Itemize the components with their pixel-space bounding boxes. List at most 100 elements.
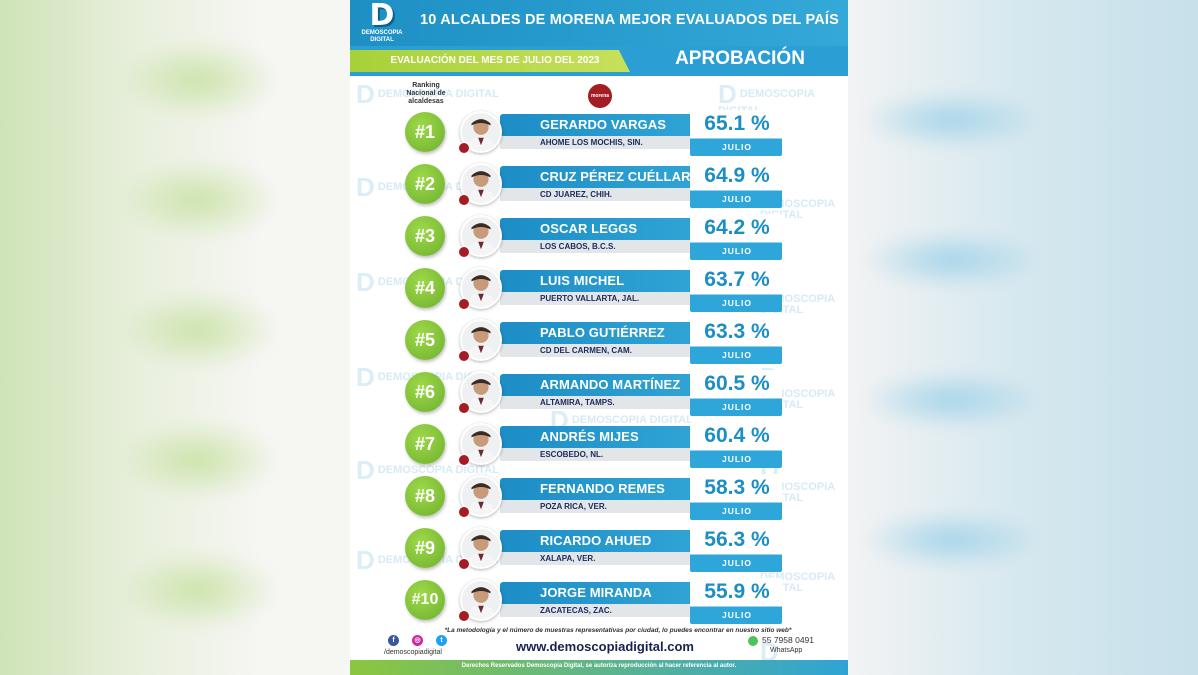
- header-bar: [350, 0, 848, 46]
- month-label: JULIO: [721, 142, 753, 152]
- percentage-box: [690, 110, 782, 156]
- poster: D DEMOSCOPIA DIGITAL 10 ALCALDES DE MORE…: [350, 0, 848, 675]
- mayor-city: LOS CABOS, B.C.S.: [540, 242, 616, 251]
- percentage-box: [690, 162, 782, 208]
- demoscopia-logo: D DEMOSCOPIA DIGITAL: [354, 0, 410, 46]
- methodology-note: *La metodología y el número de muestras …: [444, 627, 792, 634]
- city-bar: [500, 552, 690, 565]
- mayor-name: RICARDO AHUED: [540, 533, 652, 548]
- rank-badge: #10: [405, 580, 445, 620]
- mayor-photo: [460, 215, 502, 257]
- percentage-box: [690, 474, 782, 520]
- month-label: JULIO: [721, 558, 753, 568]
- month-label: JULIO: [721, 506, 753, 516]
- morena-badge-icon: [458, 142, 470, 154]
- city-bar: [500, 292, 690, 305]
- mayor-city: ESCOBEDO, NL.: [540, 450, 604, 459]
- ranking-row: #1 GERARDO VARGAS AHOME LOS MOCHIS, SIN. 65…: [350, 110, 848, 156]
- whatsapp-contact[interactable]: 55 7958 0491 WhatsApp: [748, 635, 838, 654]
- mayor-city: PUERTO VALLARTA, JAL.: [540, 294, 640, 303]
- section-title: APROBACIÓN: [675, 48, 805, 69]
- mayor-city: CD JUAREZ, CHIH.: [540, 190, 613, 199]
- month-label: JULIO: [721, 454, 753, 464]
- city-bar: [500, 500, 690, 513]
- whatsapp-label: WhatsApp: [770, 647, 803, 654]
- watermark: D DEMOSCOPIA DIGITAL: [356, 79, 499, 109]
- ranking-row: #2 CRUZ PÉREZ CUÉLLAR CD JUAREZ, CHIH. 64.9…: [350, 162, 848, 208]
- mayor-city: AHOME LOS MOCHIS, SIN.: [540, 138, 643, 147]
- mayor-name: CRUZ PÉREZ CUÉLLAR: [540, 169, 691, 184]
- approval-percentage: 60.4 %: [704, 424, 770, 447]
- ranking-row: #5 PABLO GUTIÉRREZ CD DEL CARMEN, CAM. 63.3…: [350, 318, 848, 364]
- city-bar: [500, 396, 690, 409]
- morena-badge-icon: [458, 246, 470, 258]
- approval-percentage: 56.3 %: [704, 528, 770, 551]
- approval-percentage: 63.7 %: [704, 268, 770, 291]
- whatsapp-icon: [748, 635, 758, 646]
- month-label: JULIO: [721, 246, 753, 256]
- logo-letter: D: [369, 0, 395, 33]
- month-label: JULIO: [721, 298, 753, 308]
- morena-badge-icon: [458, 610, 470, 622]
- month-label: JULIO: [721, 194, 753, 204]
- morena-badge-icon: [458, 402, 470, 414]
- approval-percentage: 60.5 %: [704, 372, 770, 395]
- percentage-box: [690, 578, 782, 624]
- poster-title: 10 ALCALDES DE MORENA MEJOR EVALUADOS DE…: [420, 12, 840, 28]
- percentage-box: [690, 266, 782, 312]
- website-link[interactable]: www.demoscopiadigital.com: [516, 639, 694, 654]
- footer-bar: [350, 660, 848, 675]
- mayor-name: GERARDO VARGAS: [540, 117, 667, 132]
- approval-percentage: 58.3 %: [704, 476, 770, 499]
- ranking-row: #8 FERNANDO REMES POZA RICA, VER. 58.3 % JUL…: [350, 474, 848, 520]
- morena-badge-icon: [458, 558, 470, 570]
- month-label: JULIO: [721, 402, 753, 412]
- phone-number: 55 7958 0491: [762, 635, 814, 645]
- month-label: JULIO: [721, 350, 753, 360]
- morena-logo: morena: [588, 84, 612, 108]
- percentage-box: [690, 422, 782, 468]
- percentage-box: [690, 526, 782, 572]
- mayor-city: XALAPA, VER.: [540, 554, 596, 563]
- approval-percentage: 64.9 %: [704, 164, 770, 187]
- city-bar: [500, 344, 690, 357]
- rank-badge: #3: [405, 216, 445, 256]
- approval-percentage: 65.1 %: [704, 112, 770, 135]
- instagram-icon[interactable]: ◎: [412, 635, 423, 646]
- ranking-label: Ranking Nacional de alcaldesas: [406, 82, 446, 105]
- mayor-name: ARMANDO MARTÍNEZ: [540, 377, 681, 392]
- approval-percentage: 63.3 %: [704, 320, 770, 343]
- percentage-box: [690, 370, 782, 416]
- morena-badge-icon: [458, 350, 470, 362]
- rank-badge: #9: [405, 528, 445, 568]
- mayor-city: POZA RICA, VER.: [540, 502, 607, 511]
- ranking-row: #6 ARMANDO MARTÍNEZ ALTAMIRA, TAMPS. 60.5 %…: [350, 370, 848, 416]
- rank-badge: #1: [405, 112, 445, 152]
- month-label: JULIO: [721, 610, 753, 620]
- morena-badge-icon: [458, 194, 470, 206]
- morena-badge-icon: [458, 298, 470, 310]
- mayor-city: ZACATECAS, ZAC.: [540, 606, 612, 615]
- mayor-name: FERNANDO REMES: [540, 481, 665, 496]
- morena-badge-icon: [458, 506, 470, 518]
- facebook-icon[interactable]: f: [388, 635, 399, 646]
- mayor-name: OSCAR LEGGS: [540, 221, 638, 236]
- city-bar: [500, 240, 690, 253]
- ranking-row: #10 JORGE MIRANDA ZACATECAS, ZAC. 55.9 % JUL…: [350, 578, 848, 624]
- mayor-name: ANDRÉS MIJES: [540, 429, 639, 444]
- subtitle: EVALUACIÓN DEL MES DE JULIO DEL 2023: [390, 55, 600, 66]
- rank-badge: #4: [405, 268, 445, 308]
- rank-badge: #5: [405, 320, 445, 360]
- twitter-icon[interactable]: t: [436, 635, 447, 646]
- rank-badge: #6: [405, 372, 445, 412]
- approval-percentage: 55.9 %: [704, 580, 770, 603]
- rank-badge: #2: [405, 164, 445, 204]
- percentage-box: [690, 214, 782, 260]
- mayor-name: PABLO GUTIÉRREZ: [540, 325, 665, 340]
- city-bar: [500, 448, 690, 461]
- mayor-city: CD DEL CARMEN, CAM.: [540, 346, 632, 355]
- ranking-row: #4 LUIS MICHEL PUERTO VALLARTA, JAL. 63.7 %…: [350, 266, 848, 312]
- social-handle: /demoscopiadigital: [384, 649, 442, 656]
- subtitle-banner: [350, 50, 630, 72]
- city-bar: [500, 136, 690, 149]
